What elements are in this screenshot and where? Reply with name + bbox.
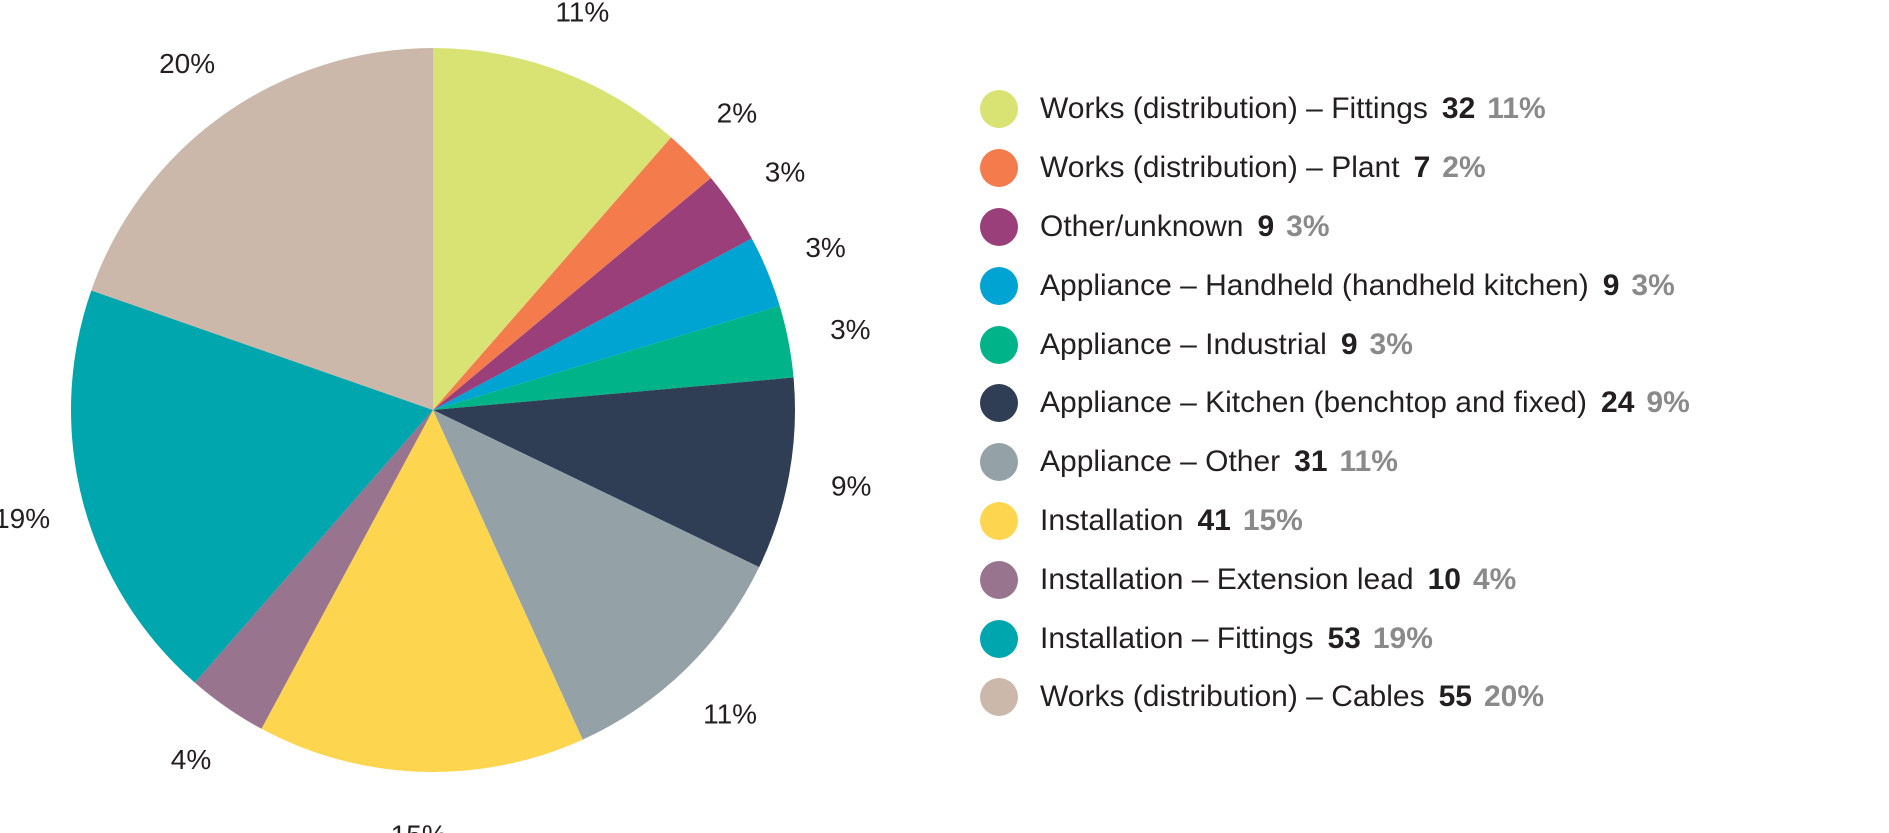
pie-slice [433, 410, 760, 740]
legend-count: 9 [1602, 268, 1620, 302]
legend-item: Other/unknown 9 3% [980, 198, 1690, 257]
legend-percent: 9% [1646, 386, 1690, 420]
pie-slices [70, 47, 795, 773]
legend-count: 55 [1438, 680, 1472, 714]
legend-count: 31 [1294, 445, 1328, 479]
pie-slice [261, 410, 583, 773]
pie-slice [194, 410, 433, 729]
slice-percent-label: 3% [805, 232, 845, 263]
legend-label: Appliance – Handheld (handheld kitchen) [1040, 268, 1589, 302]
slice-percent-label: 11% [703, 698, 757, 729]
slice-percent-label: 20% [159, 48, 215, 79]
legend-swatch [980, 266, 1018, 305]
legend-count: 41 [1197, 503, 1231, 537]
pie-slice [433, 48, 672, 410]
legend-label: Appliance – Other [1040, 445, 1281, 479]
legend-count: 10 [1427, 562, 1461, 596]
legend-percent: 11% [1339, 445, 1398, 479]
legend-item: Installation – Extension lead 10 4% [980, 550, 1690, 609]
legend-swatch [980, 443, 1018, 482]
legend-count: 53 [1327, 621, 1361, 655]
legend-label: Works (distribution) – Plant [1040, 151, 1400, 185]
slice-percent-label: 11% [555, 0, 609, 28]
legend-swatch [980, 678, 1018, 717]
legend-label: Appliance – Industrial [1040, 327, 1327, 361]
legend-count: 32 [1441, 92, 1476, 126]
pie-slice [433, 137, 711, 410]
legend-item: Installation – Fittings 53 19% [980, 609, 1690, 668]
legend-percent: 3% [1631, 268, 1675, 302]
legend-label: Installation – Extension lead [1040, 562, 1414, 596]
legend: Works (distribution) – Fittings 32 11% Work… [980, 80, 1690, 727]
legend-percent: 3% [1369, 327, 1413, 361]
legend-count: 7 [1413, 151, 1431, 185]
legend-percent: 11% [1487, 92, 1546, 126]
legend-count: 24 [1601, 386, 1635, 420]
legend-item: Works (distribution) – Fittings 32 11% [980, 80, 1690, 139]
legend-swatch [980, 207, 1018, 246]
slice-percent-label: 3% [830, 314, 870, 345]
legend-label: Installation – Fittings [1040, 621, 1314, 655]
legend-label: Installation [1040, 503, 1184, 537]
slice-percent-label: 3% [765, 156, 805, 187]
pie-slice [433, 238, 780, 410]
legend-label: Works (distribution) – Cables [1040, 680, 1425, 714]
legend-count: 9 [1257, 209, 1275, 243]
legend-percent: 20% [1483, 680, 1545, 714]
legend-swatch [980, 560, 1018, 599]
legend-percent: 4% [1472, 562, 1517, 596]
pie-slice [91, 47, 433, 410]
legend-swatch [980, 384, 1018, 423]
pie-slice [433, 377, 795, 568]
legend-item: Works (distribution) – Cables 55 20% [980, 668, 1690, 727]
pie-slice [433, 178, 752, 410]
legend-swatch [980, 325, 1018, 364]
pie-slice [433, 305, 794, 410]
legend-percent: 15% [1242, 503, 1303, 537]
legend-swatch [980, 501, 1018, 540]
legend-label: Other/unknown [1040, 209, 1244, 243]
legend-item: Appliance – Industrial 9 3% [980, 315, 1690, 374]
legend-swatch [980, 149, 1018, 188]
legend-label: Appliance – Kitchen (benchtop and fixed) [1040, 386, 1588, 420]
slice-percent-label: 4% [171, 744, 211, 775]
legend-swatch [980, 90, 1018, 129]
legend-item: Appliance – Other 31 11% [980, 433, 1690, 492]
pie-slice-labels: 11% 2% 3% 3% 3% 9% 11% 15% 4% 19% 20% [0, 0, 871, 833]
legend-item: Appliance – Handheld (handheld kitchen) 9… [980, 256, 1690, 315]
slice-percent-label: 19% [0, 503, 50, 534]
slice-percent-label: 9% [831, 470, 871, 501]
slice-percent-label: 15% [391, 819, 447, 833]
legend-item: Appliance – Kitchen (benchtop and fixed)… [980, 374, 1690, 433]
legend-percent: 3% [1286, 209, 1330, 243]
legend-swatch [980, 619, 1018, 658]
pie-slice [70, 290, 433, 683]
legend-item: Installation 41 15% [980, 492, 1690, 551]
legend-item: Works (distribution) – Plant 7 2% [980, 139, 1690, 198]
slice-percent-label: 2% [717, 97, 757, 128]
legend-percent: 19% [1372, 621, 1433, 655]
pie-chart: 11% 2% 3% 3% 3% 9% 11% 15% 4% 19% 20% [0, 0, 871, 833]
legend-label: Works (distribution) – Fittings [1040, 92, 1428, 126]
legend-count: 9 [1340, 327, 1358, 361]
legend-percent: 2% [1442, 151, 1486, 185]
